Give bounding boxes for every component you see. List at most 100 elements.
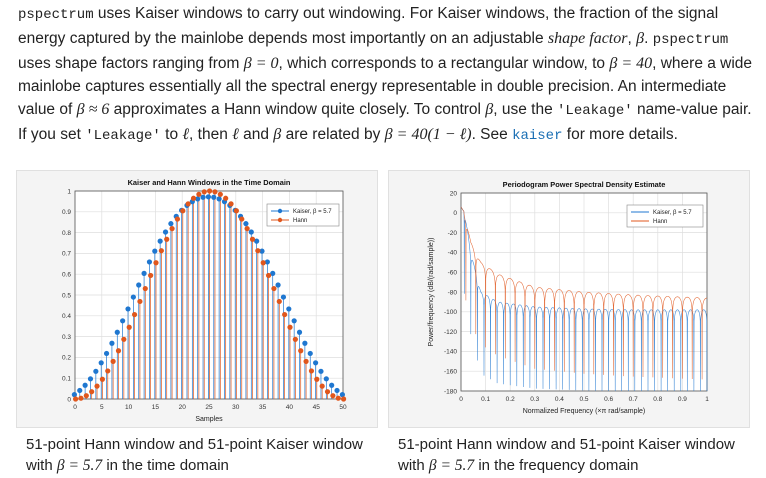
legend-marker: [277, 208, 283, 214]
hann-marker: [287, 324, 293, 330]
kaiser-marker: [103, 350, 110, 357]
hann-marker: [314, 376, 320, 382]
pspectrum-function-name-2: pspectrum: [652, 32, 729, 48]
kaiser-marker: [93, 368, 99, 374]
hann-marker: [324, 389, 331, 395]
hann-marker: [308, 368, 315, 374]
legend-label: Hann: [293, 218, 307, 224]
caption-left-text-b: in the time domain: [102, 457, 229, 474]
intro-paragraph: pspectrum uses Kaiser windows to carry o…: [18, 2, 760, 148]
y-tick-label: 0: [453, 210, 457, 217]
kaiser-marker: [157, 238, 163, 244]
kaiser-marker: [216, 196, 222, 202]
axes-box: [460, 192, 708, 392]
pspectrum-function-name: pspectrum: [18, 7, 94, 23]
kaiser-marker: [270, 270, 276, 276]
legend-label: Hann: [653, 219, 667, 225]
x-tick-label: 0.2: [506, 396, 515, 403]
kaiser-link[interactable]: kaiser: [512, 128, 563, 144]
x-tick-label: 30: [232, 404, 240, 411]
equation-ell-2: ℓ: [232, 126, 239, 143]
y-tick-label: 0.4: [62, 313, 71, 320]
y-tick-label: 0.1: [62, 376, 71, 383]
y-tick-label: -20: [448, 230, 458, 237]
hann-marker: [185, 201, 191, 207]
x-tick-label: 20: [179, 404, 187, 411]
y-tick-label: 0.2: [62, 355, 71, 362]
caption-left-text-a: 51-point Hann window and 51-point Kaiser…: [26, 436, 363, 474]
legend-marker: [277, 217, 283, 223]
kaiser-marker: [168, 221, 174, 227]
kaiser-marker: [141, 270, 147, 276]
hann-marker: [126, 324, 132, 330]
kaiser-marker: [98, 360, 104, 366]
kaiser-marker: [87, 376, 94, 382]
hann-marker: [233, 208, 239, 214]
y-tick-label: 0.5: [62, 292, 71, 299]
equation-beta-40: β = 40: [609, 55, 653, 72]
equation-ell: ℓ: [182, 126, 190, 143]
hann-marker: [164, 236, 170, 242]
hann-marker: [319, 383, 325, 389]
hann-marker: [271, 285, 277, 292]
hann-marker: [169, 226, 175, 232]
kaiser-marker: [307, 350, 313, 357]
hann-marker: [217, 191, 223, 197]
hann-marker: [131, 311, 138, 318]
chart-title: Kaiser and Hann Windows in the Time Doma…: [128, 178, 291, 187]
x-tick-label: 0.6: [604, 396, 613, 403]
y-axis-label: Power/frequency (dB/(rad/sample)): [428, 238, 435, 347]
hann-marker: [158, 248, 164, 254]
hann-marker: [73, 396, 79, 402]
frequency-domain-caption: 51-point Hann window and 51-point Kaiser…: [398, 434, 758, 476]
hann-marker: [142, 285, 148, 292]
kaiser-marker: [286, 306, 292, 312]
intro-text-5: approximates a Hann window quite closely…: [109, 101, 486, 118]
kaiser-marker: [152, 248, 158, 254]
frequency-domain-chart: 0 0.1 0.2 0.3 0.4 0.5 0.6 0.7 0.8 0.9 1 20 0 -20 -40 -6…: [428, 180, 709, 415]
hann-marker: [276, 298, 282, 305]
hann-marker: [99, 376, 105, 382]
equation-beta-2: β: [273, 126, 282, 143]
x-tick-label: 0.7: [629, 396, 638, 403]
hann-marker: [244, 226, 250, 232]
hann-marker: [298, 348, 304, 354]
hann-marker: [78, 395, 84, 401]
y-tick-label: 0: [67, 396, 71, 403]
hann-marker: [174, 216, 181, 222]
y-tick-label: -160: [444, 369, 457, 376]
kaiser-marker: [296, 329, 303, 335]
intro-text-2: uses shape factors ranging from: [18, 55, 244, 72]
intro-text-8: to: [160, 126, 183, 143]
kaiser-marker: [136, 282, 142, 288]
leakage-code-2: 'Leakage': [85, 128, 161, 144]
hann-marker: [341, 396, 347, 402]
legend-box: [626, 204, 704, 228]
hann-marker: [148, 272, 154, 279]
x-tick-label: 0: [459, 396, 463, 403]
hann-marker: [105, 368, 111, 374]
kaiser-marker: [323, 376, 329, 382]
intro-text-7: name-value pair. If you set: [18, 101, 752, 143]
kaiser-marker: [264, 259, 270, 265]
chart-title: Periodogram Power Spectral Density Estim…: [503, 180, 666, 189]
kaiser-marker: [334, 387, 340, 394]
y-tick-label: 1: [67, 188, 71, 195]
y-tick-label: -180: [444, 388, 457, 395]
kaiser-marker: [280, 294, 287, 300]
x-tick-label: 40: [286, 404, 294, 411]
hann-marker: [110, 358, 116, 364]
y-tick-label: -80: [448, 289, 458, 296]
kaiser-marker: [211, 194, 217, 200]
intro-text-3: , which corresponds to a rectangular win…: [278, 55, 610, 72]
hann-marker: [330, 393, 336, 399]
y-tick-label: 0.8: [62, 230, 71, 237]
hann-marker: [335, 395, 341, 401]
hann-marker: [83, 393, 89, 399]
time-domain-caption: 51-point Hann window and 51-point Kaiser…: [26, 434, 386, 476]
kaiser-marker: [291, 318, 297, 324]
leakage-code-1: 'Leakage': [557, 103, 633, 119]
x-tick-label: 1: [705, 396, 709, 403]
x-tick-label: 35: [259, 404, 267, 411]
kaiser-marker: [318, 368, 324, 374]
